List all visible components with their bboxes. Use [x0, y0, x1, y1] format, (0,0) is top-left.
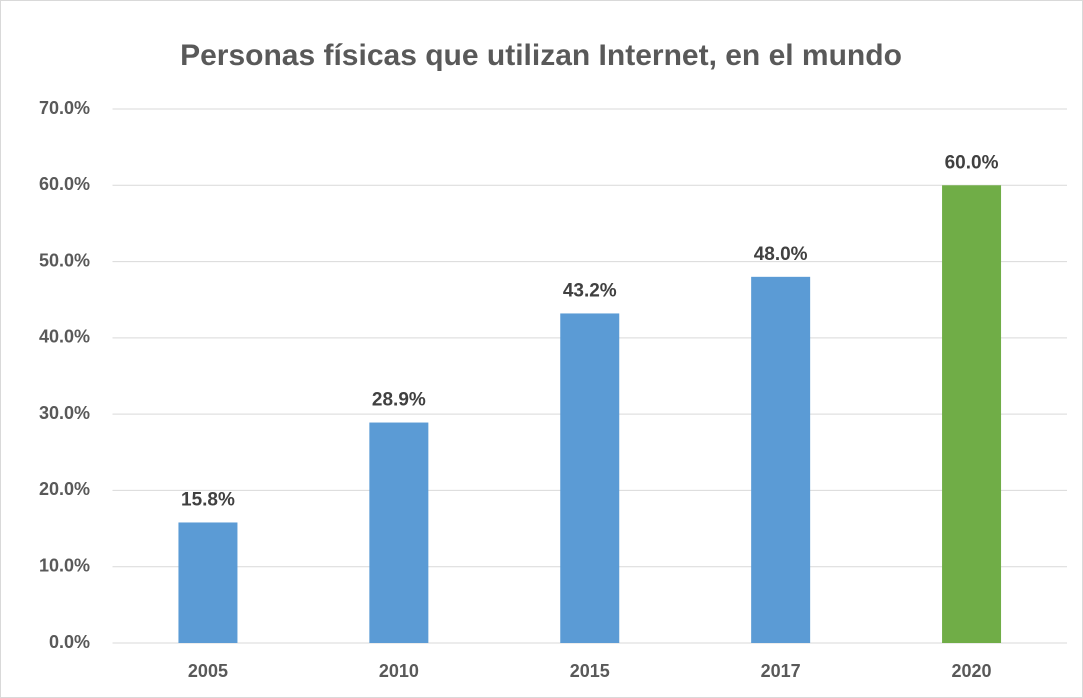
data-label: 15.8%: [181, 489, 235, 510]
data-label: 48.0%: [754, 244, 808, 265]
y-tick-label: 70.0%: [39, 98, 90, 118]
x-tick-label: 2010: [379, 661, 419, 681]
y-tick-label: 60.0%: [39, 174, 90, 194]
y-tick-label: 30.0%: [39, 403, 90, 423]
x-tick-label: 2005: [188, 661, 228, 681]
bar: [178, 522, 238, 643]
x-tick-label: 2015: [570, 661, 610, 681]
data-label: 60.0%: [945, 152, 999, 173]
bar: [560, 313, 620, 643]
data-label: 43.2%: [563, 280, 617, 301]
y-tick-label: 50.0%: [39, 250, 90, 270]
bar: [942, 185, 1002, 644]
x-tick-label: 2020: [952, 661, 992, 681]
bar: [369, 422, 429, 643]
data-label: 28.9%: [372, 390, 426, 411]
y-tick-label: 10.0%: [39, 555, 90, 575]
y-tick-label: 40.0%: [39, 327, 90, 347]
x-tick-label: 2017: [761, 661, 801, 681]
y-tick-label: 0.0%: [49, 632, 90, 652]
chart-title: Personas físicas que utilizan Internet, …: [180, 39, 902, 72]
bar: [751, 276, 811, 643]
y-tick-label: 20.0%: [39, 479, 90, 499]
